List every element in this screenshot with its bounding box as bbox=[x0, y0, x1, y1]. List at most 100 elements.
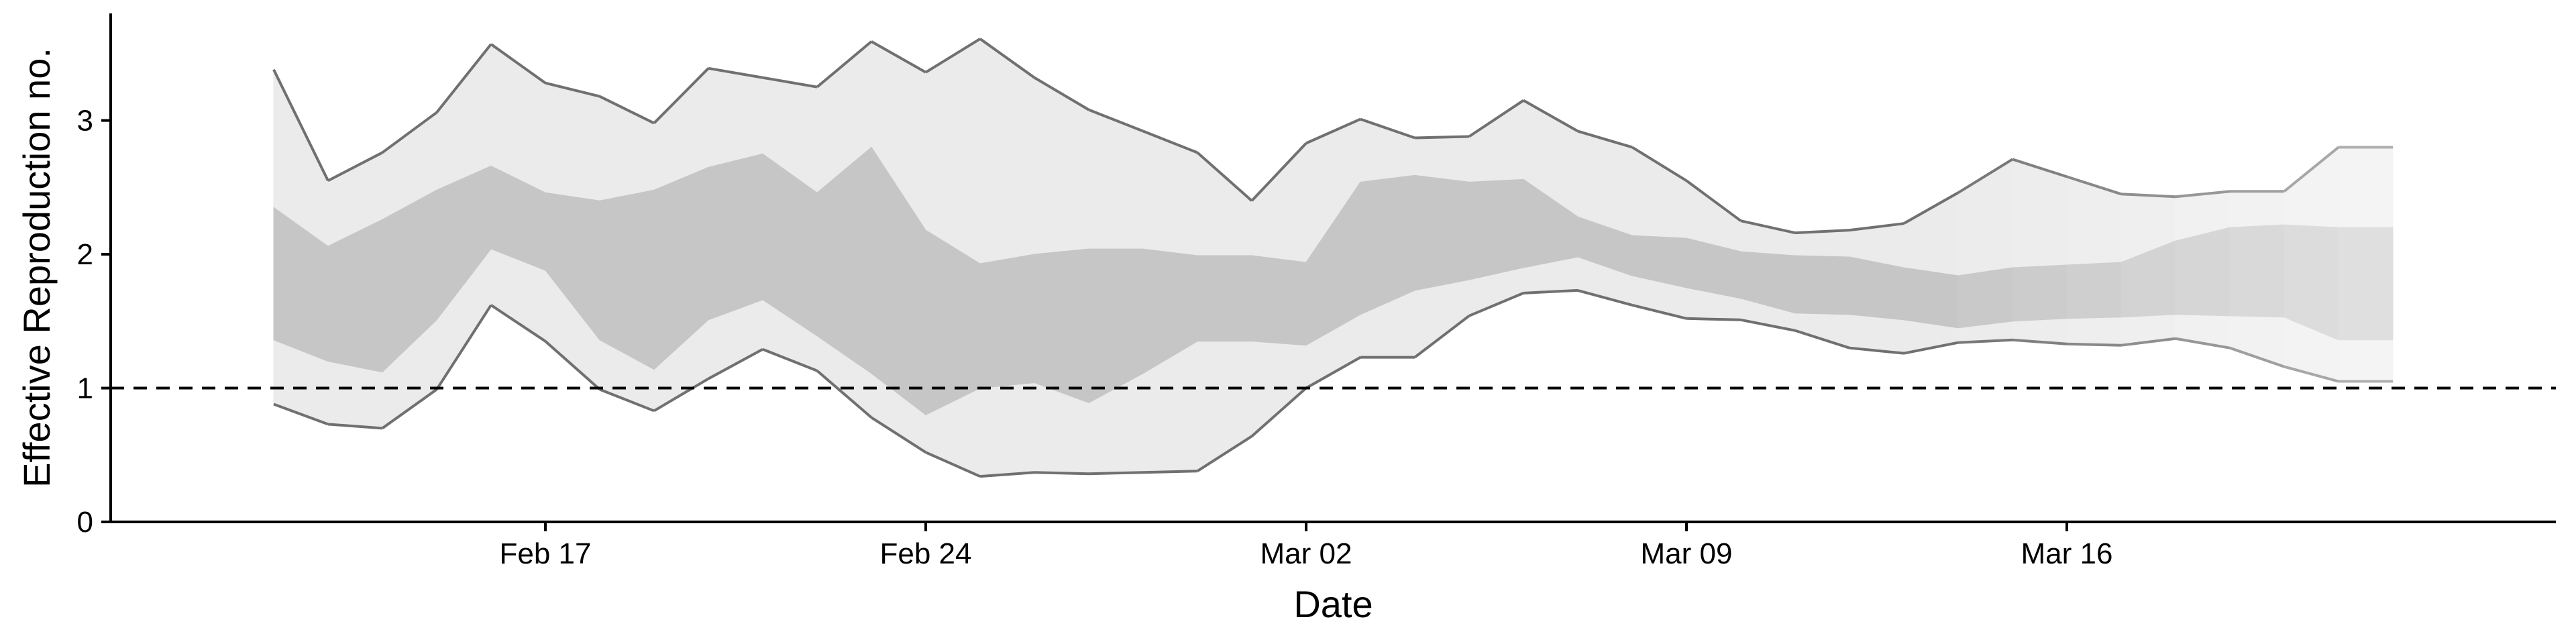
y-tick-label: 2 bbox=[77, 238, 93, 271]
upper-bound-segment bbox=[1577, 129, 1633, 149]
upper-bound-segment bbox=[1033, 76, 1090, 111]
lower-bound-segment bbox=[1903, 341, 1959, 355]
upper-bound-segment bbox=[435, 43, 492, 113]
outer-band-segment bbox=[2066, 176, 2122, 346]
y-axis-title: Effective Reproduction no. bbox=[15, 48, 58, 488]
inner-band-segment bbox=[1251, 255, 1307, 346]
inner-band-segment bbox=[2066, 262, 2122, 319]
upper-bound-segment bbox=[599, 95, 655, 125]
inner-band-segment bbox=[1468, 178, 1524, 280]
upper-bound-segment bbox=[1414, 135, 1470, 140]
x-axis-title: Date bbox=[1293, 583, 1373, 625]
uncertainty-bands bbox=[273, 38, 2394, 477]
lower-bound-segment bbox=[599, 388, 655, 413]
y-tick-label: 1 bbox=[77, 372, 93, 405]
lower-bound-segment bbox=[1794, 329, 1850, 350]
lower-bound-segment bbox=[1250, 387, 1307, 437]
upper-bound-segment bbox=[1523, 99, 1578, 133]
lower-bound-segment bbox=[1577, 288, 1633, 307]
x-tick-label: Feb 17 bbox=[500, 537, 592, 570]
lower-bound-segment bbox=[1686, 317, 1741, 321]
lower-bound-segment bbox=[2012, 338, 2068, 345]
lower-bound-segment bbox=[2175, 337, 2231, 350]
lower-bound-segment bbox=[1413, 315, 1470, 359]
upper-bound-segment bbox=[653, 67, 710, 124]
bound-lines bbox=[272, 38, 2393, 478]
lower-bound-segment bbox=[381, 388, 438, 429]
lower-bound-segment bbox=[1740, 318, 1796, 332]
upper-bound-segment bbox=[327, 151, 383, 182]
upper-bound-segment bbox=[762, 76, 818, 89]
lower-bound-segment bbox=[2284, 365, 2339, 383]
upper-bound-segment bbox=[1250, 142, 1307, 202]
outer-band-segment bbox=[1577, 130, 1633, 306]
lower-bound-segment bbox=[544, 340, 601, 391]
inner-band-segment bbox=[1034, 248, 1089, 404]
upper-bound-segment bbox=[1849, 222, 1904, 232]
y-axis-ticks: 0 1 2 3 bbox=[77, 105, 111, 539]
x-tick-label: Feb 24 bbox=[880, 537, 972, 570]
upper-bound-segment bbox=[1468, 99, 1525, 138]
upper-bound-segment bbox=[2066, 175, 2122, 196]
inner-band-segment bbox=[1360, 174, 1415, 315]
lower-bound-segment bbox=[925, 451, 981, 478]
upper-bound-segment bbox=[2121, 193, 2176, 199]
inner-band-segment bbox=[2229, 224, 2285, 318]
upper-bound-segment bbox=[1957, 158, 2014, 194]
lower-bound-segment bbox=[1142, 470, 1198, 474]
inner-band-segment bbox=[708, 153, 763, 321]
lower-bound-segment bbox=[1631, 303, 1687, 320]
lower-bound-segment bbox=[1957, 338, 2013, 344]
inner-band-segment bbox=[1903, 267, 1959, 329]
x-tick-label: Mar 02 bbox=[1260, 537, 1352, 570]
lower-bound-segment bbox=[979, 471, 1035, 478]
lower-bound-segment bbox=[1034, 471, 1089, 476]
inner-band-segment bbox=[1849, 256, 1904, 321]
inner-band-segment bbox=[599, 189, 655, 370]
upper-bound-segment bbox=[1088, 108, 1144, 133]
x-tick-label: Mar 09 bbox=[1641, 537, 1733, 570]
upper-bound-segment bbox=[1685, 179, 1742, 222]
lower-bound-segment bbox=[2121, 337, 2176, 347]
lower-bound-segment bbox=[435, 304, 492, 390]
lower-bound-segment bbox=[870, 416, 927, 453]
inner-band-segment bbox=[2175, 227, 2231, 317]
upper-bound-segment bbox=[2012, 158, 2068, 178]
lower-bound-segment bbox=[1468, 292, 1524, 317]
lower-bound-segment bbox=[816, 370, 873, 419]
inner-band-segment bbox=[1414, 174, 1470, 291]
upper-bound-segment bbox=[381, 111, 438, 154]
lower-bound-segment bbox=[1305, 356, 1361, 390]
lower-bound-segment bbox=[1196, 435, 1253, 472]
lower-bound-segment bbox=[273, 402, 329, 426]
lower-bound-segment bbox=[1088, 471, 1144, 476]
lower-bound-segment bbox=[1849, 346, 1904, 355]
upper-bound-segment bbox=[1142, 129, 1198, 154]
inner-band-segment bbox=[979, 254, 1035, 389]
lower-bound-segment bbox=[490, 304, 547, 343]
upper-bound-segment bbox=[1794, 229, 1850, 235]
lower-bound-segment bbox=[762, 347, 818, 372]
upper-bound-segment bbox=[924, 38, 981, 74]
upper-bound-segment bbox=[272, 68, 329, 182]
lower-bound-segment bbox=[2229, 346, 2285, 368]
y-tick-label: 0 bbox=[77, 506, 93, 539]
upper-bound-segment bbox=[708, 66, 763, 79]
inner-band-segment bbox=[2338, 227, 2394, 341]
upper-bound-segment bbox=[1740, 219, 1796, 235]
upper-bound-segment bbox=[1305, 117, 1361, 145]
inner-band-segment bbox=[1957, 267, 2013, 329]
upper-bound-segment bbox=[1631, 146, 1688, 182]
upper-bound-segment bbox=[979, 38, 1036, 79]
inner-band-segment bbox=[1197, 255, 1252, 342]
upper-bound-segment bbox=[871, 40, 926, 74]
upper-bound-segment bbox=[545, 81, 600, 98]
upper-bound-segment bbox=[490, 43, 547, 85]
upper-bound-segment bbox=[2175, 190, 2231, 199]
y-tick-label: 3 bbox=[77, 105, 93, 138]
inner-band-segment bbox=[2012, 264, 2068, 322]
upper-bound-segment bbox=[1360, 117, 1415, 140]
inner-band-segment bbox=[1794, 255, 1850, 315]
